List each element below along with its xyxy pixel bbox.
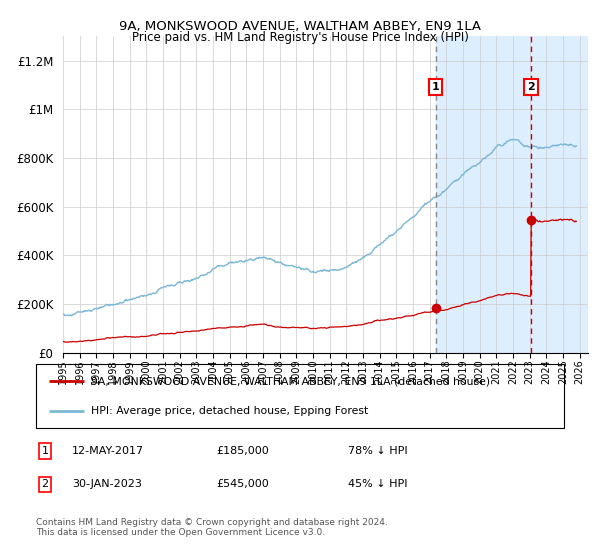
- Text: HPI: Average price, detached house, Epping Forest: HPI: Average price, detached house, Eppi…: [91, 406, 368, 416]
- Text: £545,000: £545,000: [216, 479, 269, 489]
- Text: 12-MAY-2017: 12-MAY-2017: [72, 446, 144, 456]
- Text: £185,000: £185,000: [216, 446, 269, 456]
- Text: 9A, MONKSWOOD AVENUE, WALTHAM ABBEY, EN9 1LA: 9A, MONKSWOOD AVENUE, WALTHAM ABBEY, EN9…: [119, 20, 481, 32]
- Text: 45% ↓ HPI: 45% ↓ HPI: [348, 479, 407, 489]
- Text: Contains HM Land Registry data © Crown copyright and database right 2024.
This d: Contains HM Land Registry data © Crown c…: [36, 518, 388, 538]
- Text: 1: 1: [41, 446, 49, 456]
- Text: 2: 2: [527, 82, 535, 92]
- Bar: [436, 36, 588, 353]
- Text: 30-JAN-2023: 30-JAN-2023: [72, 479, 142, 489]
- Bar: [531, 36, 588, 353]
- Text: 9A, MONKSWOOD AVENUE, WALTHAM ABBEY, EN9 1LA (detached house): 9A, MONKSWOOD AVENUE, WALTHAM ABBEY, EN9…: [91, 376, 491, 386]
- Text: 78% ↓ HPI: 78% ↓ HPI: [348, 446, 407, 456]
- Text: 2: 2: [41, 479, 49, 489]
- Text: Price paid vs. HM Land Registry's House Price Index (HPI): Price paid vs. HM Land Registry's House …: [131, 31, 469, 44]
- Text: 1: 1: [432, 82, 440, 92]
